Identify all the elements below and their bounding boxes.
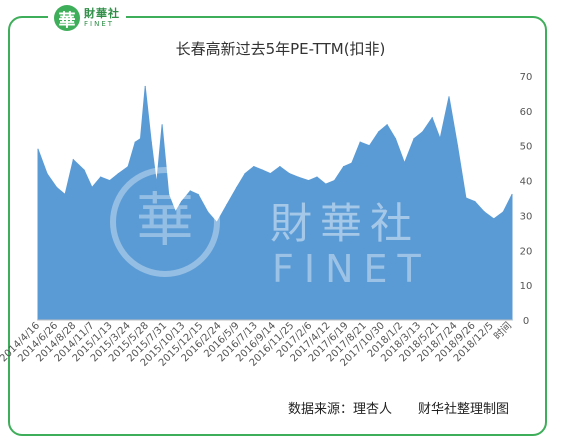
data-point <box>297 176 299 178</box>
data-point <box>207 211 209 213</box>
watermark-seal <box>110 167 220 277</box>
y-tick-label: 40 <box>520 177 533 188</box>
data-point <box>168 193 170 196</box>
data-point <box>72 159 74 161</box>
data-point <box>448 96 450 98</box>
data-point <box>139 138 142 140</box>
data-point <box>386 124 388 126</box>
data-point <box>253 166 255 168</box>
data-point <box>56 186 58 189</box>
data-point <box>83 169 85 171</box>
y-tick-label: 30 <box>520 211 533 222</box>
logo-text-en: FINET <box>84 20 115 28</box>
data-point <box>161 124 163 126</box>
data-point <box>483 211 485 213</box>
data-point <box>493 218 495 220</box>
x-tick-label: 时间 <box>491 319 514 342</box>
data-point <box>216 221 218 223</box>
data-point <box>465 197 467 199</box>
y-tick-label: 70 <box>520 72 533 83</box>
watermark-text-cn: 財華社 <box>270 199 420 248</box>
data-point <box>325 183 327 185</box>
data-point <box>150 141 152 143</box>
data-point <box>236 186 238 189</box>
data-point <box>511 193 513 196</box>
data-point <box>308 180 310 182</box>
data-point <box>134 141 136 143</box>
data-point <box>422 131 424 133</box>
source-note: 数据来源：理杏人 财华社整理制图 <box>287 402 509 417</box>
data-point <box>46 173 48 175</box>
data-point <box>333 180 335 182</box>
data-point <box>368 145 371 147</box>
data-point <box>100 176 102 178</box>
data-point <box>269 173 271 175</box>
data-point <box>474 200 476 203</box>
data-point <box>343 166 345 168</box>
data-point <box>156 183 158 185</box>
data-point <box>502 211 504 213</box>
data-point <box>403 162 406 164</box>
data-point <box>244 173 246 175</box>
y-tick-label: 0 <box>523 316 529 327</box>
data-point <box>189 190 191 192</box>
y-tick-label: 50 <box>520 142 533 153</box>
watermark-seal-glyph: 華 <box>136 186 194 254</box>
area-layer <box>37 85 513 321</box>
data-point <box>91 186 93 189</box>
data-point <box>378 131 380 133</box>
data-point <box>181 200 183 203</box>
data-point <box>144 85 146 88</box>
data-point <box>109 180 111 182</box>
data-point <box>394 138 397 140</box>
x-axis: 2014/4/162014/6/262014/8/282014/11/72015… <box>0 319 514 369</box>
data-point <box>439 138 441 140</box>
finet-logo-mark: 華 <box>54 5 80 31</box>
data-point <box>413 138 415 140</box>
watermark: 華 財華社 FINET <box>110 167 431 291</box>
chart-title: 长春高新过去5年PE-TTM(扣非) <box>175 40 386 58</box>
y-tick-label: 10 <box>520 281 533 292</box>
data-point <box>359 141 361 143</box>
logo-text-cn: 財華社 <box>84 7 120 20</box>
data-point <box>351 162 353 164</box>
watermark-text-en: FINET <box>272 247 431 291</box>
data-point <box>37 148 39 150</box>
data-point <box>64 193 66 196</box>
data-point <box>316 176 318 178</box>
data-point <box>279 166 281 168</box>
finet-logo-text: 財華社 FINET <box>84 8 120 28</box>
y-axis: 0 10 20 30 40 50 60 70 <box>520 72 533 327</box>
data-point <box>456 145 459 147</box>
data-point <box>174 211 177 213</box>
finet-logo: 華 財華社 FINET <box>48 4 126 32</box>
data-point <box>431 117 433 119</box>
data-point <box>261 169 264 171</box>
pe-ttm-area-series <box>37 86 513 321</box>
data-point <box>288 173 290 175</box>
data-point <box>226 204 228 206</box>
data-point <box>127 166 129 168</box>
data-point <box>117 173 119 175</box>
y-tick-label: 20 <box>520 246 533 257</box>
y-tick-label: 60 <box>520 107 533 118</box>
data-point <box>197 193 199 196</box>
